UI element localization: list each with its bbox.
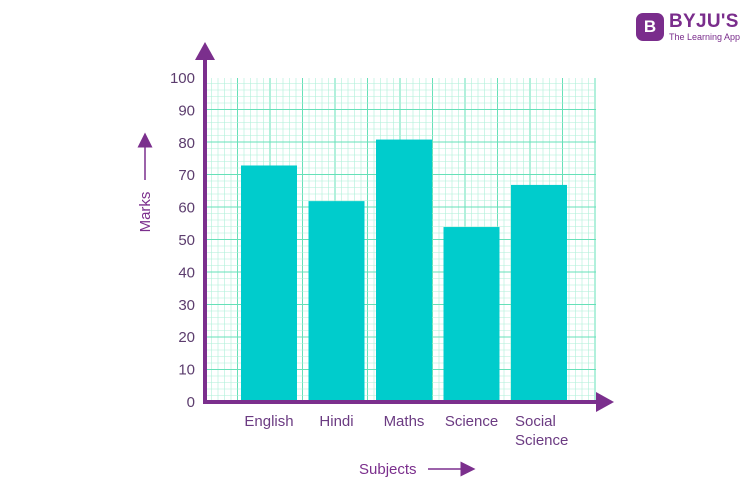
x-axis-title: Subjects	[359, 461, 417, 478]
y-tick-label: 90	[178, 102, 195, 119]
bars	[241, 139, 567, 402]
bar-english	[241, 165, 297, 402]
bar-hindi	[308, 201, 365, 402]
x-axis-arrow-icon	[596, 392, 614, 412]
category-label: Maths	[384, 413, 425, 430]
y-tick-label: 80	[178, 135, 195, 152]
y-tick-label: 40	[178, 264, 195, 281]
logo-name: BYJU'S	[669, 11, 739, 32]
y-tick-label: 50	[178, 232, 195, 249]
y-tick-label: 70	[178, 167, 195, 184]
category-label: Social Science	[515, 413, 568, 449]
y-tick-label: 10	[178, 362, 195, 379]
labels: English Hindi Maths Science Social Science 0 10…	[137, 70, 568, 478]
axes	[195, 42, 614, 412]
logo-tagline: The Learning App	[669, 32, 741, 42]
bar-science	[443, 227, 500, 402]
y-axis-title: Marks	[137, 192, 154, 233]
logo-badge-icon: B	[636, 13, 664, 41]
y-axis-arrow-icon	[195, 42, 215, 60]
category-label: English	[244, 413, 293, 430]
y-tick-label: 60	[178, 200, 195, 217]
category-label: Science	[445, 413, 498, 430]
y-tick-label: 0	[187, 394, 195, 411]
y-tick-label: 100	[170, 70, 195, 87]
bar-maths	[376, 139, 432, 402]
y-tick-label: 20	[178, 329, 195, 346]
logo-text: BYJU'S The Learning App	[669, 12, 740, 42]
category-label: Hindi	[319, 413, 353, 430]
byjus-logo: B BYJU'S The Learning App	[636, 12, 740, 42]
bar-social-science	[511, 184, 567, 402]
y-tick-label: 30	[178, 297, 195, 314]
